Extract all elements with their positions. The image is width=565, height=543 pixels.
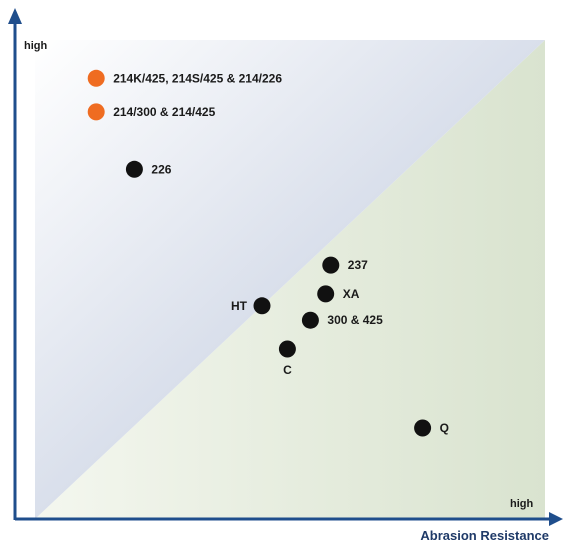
data-point-label: HT xyxy=(231,299,248,313)
data-point xyxy=(87,103,105,121)
y-axis-high-label: high xyxy=(24,40,47,52)
axes xyxy=(8,8,563,526)
data-point xyxy=(322,256,340,274)
data-point xyxy=(278,340,296,358)
data-point xyxy=(414,419,432,437)
x-axis-high-label: high xyxy=(510,498,533,510)
y-axis-arrowhead xyxy=(8,8,22,24)
data-points: 214K/425, 214S/425 & 214/226 214/300 & 21… xyxy=(87,69,449,437)
data-point-label: 226 xyxy=(151,162,171,176)
data-point-label: 214K/425, 214S/425 & 214/226 xyxy=(113,71,282,85)
x-axis-arrowhead xyxy=(549,512,563,526)
data-point xyxy=(317,285,335,303)
data-point xyxy=(301,311,319,329)
data-point xyxy=(253,297,271,315)
data-point-label: C xyxy=(283,363,292,377)
data-point-label: 214/300 & 214/425 xyxy=(113,105,215,119)
x-axis-title: Abrasion Resistance xyxy=(420,528,549,543)
data-point xyxy=(125,160,143,178)
upper-region-background xyxy=(35,40,545,519)
data-point xyxy=(87,69,105,87)
data-point-label: 237 xyxy=(348,258,368,272)
data-point-label: Q xyxy=(440,421,449,435)
data-point-label: XA xyxy=(343,287,360,301)
data-point-label: 300 & 425 xyxy=(327,313,383,327)
